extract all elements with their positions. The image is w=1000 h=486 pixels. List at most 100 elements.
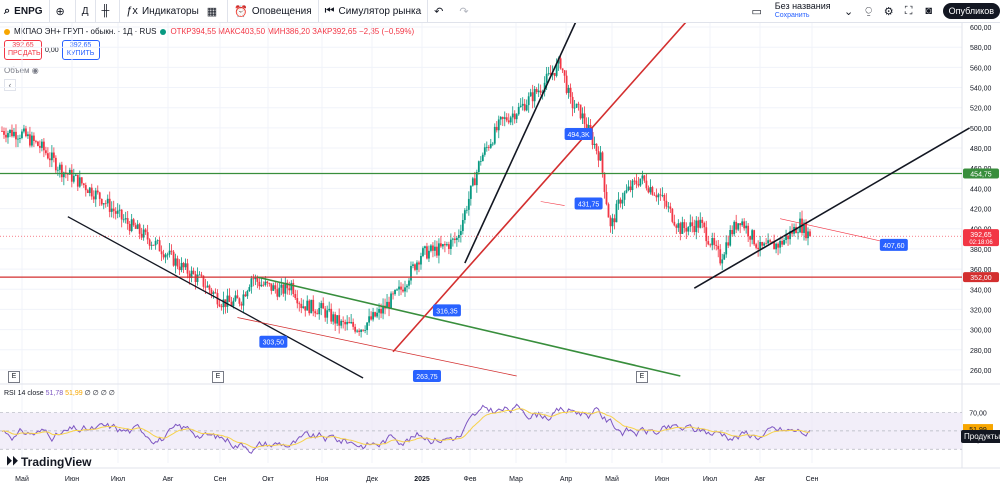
candle-body: [719, 249, 722, 264]
fullscreen-icon[interactable]: ⛶: [904, 4, 913, 17]
trend-line-green[interactable]: [257, 276, 681, 377]
interval-button[interactable]: Д: [76, 0, 96, 22]
candle-body: [394, 289, 396, 295]
earnings-marker[interactable]: E: [8, 371, 20, 383]
candle-body: [82, 183, 85, 186]
publish-button[interactable]: Опубликов: [942, 3, 1000, 19]
buy-button[interactable]: 392,65 КУПИТЬ: [61, 40, 100, 60]
candle-body: [3, 131, 5, 135]
candle-body: [503, 117, 506, 119]
candle-body: [715, 244, 718, 246]
candle-body: [114, 211, 117, 214]
sell-price: 392,65: [12, 42, 34, 49]
undo-button[interactable]: ↶: [428, 0, 453, 22]
candle-body: [733, 221, 736, 235]
undo-icon: ↶: [434, 5, 444, 18]
candle-body: [324, 308, 327, 318]
candle-body: [126, 218, 129, 224]
rsi-title: RSI 14 close: [4, 390, 44, 397]
camera-icon[interactable]: ◙: [925, 5, 932, 17]
candle-body: [601, 152, 604, 173]
candle-body: [501, 116, 504, 119]
tradingview-logo[interactable]: ⏵⏵ TradingView: [6, 454, 91, 469]
candle-body: [52, 152, 55, 158]
price-callout[interactable]: [574, 197, 603, 210]
candle-body: [180, 262, 183, 271]
collapse-legend-icon[interactable]: ‹: [4, 79, 16, 91]
candle-body: [436, 246, 438, 256]
volume-legend[interactable]: Объём ◉: [4, 66, 39, 75]
candle-body: [713, 238, 716, 245]
y-tick-label: 260,00: [970, 368, 992, 375]
candle-body: [246, 291, 249, 297]
candle-body: [292, 282, 295, 295]
symbol-label: ENPG: [14, 5, 43, 17]
trend-line-red[interactable]: [392, 23, 710, 353]
rsi-axis-tag: [963, 407, 993, 418]
candle-body: [278, 287, 281, 297]
last-price-tag: [963, 229, 999, 247]
candle-body: [444, 244, 446, 246]
layout-icon[interactable]: ▭: [751, 5, 762, 18]
candle-body: [308, 300, 311, 314]
chevron-down-icon[interactable]: ⌄: [844, 5, 854, 18]
earnings-marker[interactable]: E: [212, 371, 224, 383]
candle-body: [553, 72, 556, 76]
candle-body: [240, 303, 243, 306]
compare-button[interactable]: ⊕: [50, 0, 76, 22]
redo-icon: ↷: [459, 5, 469, 18]
candle-body: [497, 119, 500, 131]
candle-body: [637, 184, 640, 186]
candle-body: [7, 133, 9, 138]
candle-body: [571, 96, 574, 109]
candle-body: [759, 242, 762, 250]
trend-line-black[interactable]: [67, 216, 364, 379]
candle-body: [134, 225, 137, 229]
candle-body: [340, 320, 343, 326]
sell-button[interactable]: 392,65 ПРОДАТЬ: [4, 40, 42, 60]
candle-body: [352, 322, 355, 327]
symbol-search-button[interactable]: ⌕ ENPG: [0, 0, 50, 22]
candle-body: [368, 316, 370, 323]
eye-icon[interactable]: ◉: [31, 66, 39, 75]
price-callout[interactable]: [879, 238, 908, 251]
candle-body: [789, 231, 791, 240]
projection-line[interactable]: [540, 201, 565, 206]
price-callout[interactable]: [432, 304, 461, 317]
redo-button[interactable]: ↷: [453, 0, 478, 22]
alerts-button[interactable]: ⏰ Оповещения: [228, 0, 319, 22]
plus-circle-icon: ⊕: [55, 5, 65, 18]
candle-body: [102, 203, 105, 205]
trend-line-black[interactable]: [464, 23, 585, 264]
quick-search-icon[interactable]: ⍜: [865, 4, 872, 17]
chart-type-button[interactable]: ╫: [96, 0, 121, 22]
trend-line-red-thin[interactable]: [237, 317, 382, 349]
candle-body: [581, 113, 584, 119]
price-chart[interactable]: 600,00 580,00 560,00 540,00 520,00 500,00 480,…: [0, 23, 1000, 486]
candle-body: [697, 220, 700, 228]
symbol-title[interactable]: МКПАО ЭН+ ГРУП - обыкн. · 1Д · RUS: [14, 27, 157, 36]
candle-body: [461, 220, 464, 232]
candle-body: [328, 308, 331, 311]
candle-body: [276, 289, 279, 297]
projection-line[interactable]: [780, 218, 880, 242]
candle-body: [471, 178, 474, 186]
candle-body: [607, 204, 610, 218]
candle-body: [775, 243, 777, 250]
price-callout[interactable]: [259, 335, 288, 348]
layout-name-button[interactable]: Без названия Сохранить: [767, 2, 839, 20]
trend-line-red-thin[interactable]: [380, 347, 517, 377]
x-tick-label: Июн: [65, 476, 79, 483]
candle-body: [330, 308, 333, 322]
settings-icon[interactable]: ⚙: [883, 5, 894, 18]
candle-body: [214, 292, 217, 294]
earnings-marker[interactable]: E: [636, 371, 648, 383]
candle-body: [743, 221, 746, 229]
price-callout[interactable]: [412, 369, 441, 382]
candle-body: [242, 294, 245, 306]
price-callout[interactable]: [564, 127, 593, 140]
trend-line-black[interactable]: [693, 127, 971, 289]
replay-button[interactable]: ⏮ Симулятор рынка: [319, 0, 429, 22]
indicators-button[interactable]: ƒx Индикаторы ▦: [120, 0, 229, 22]
rsi-legend[interactable]: RSI 14 close 51,78 51,99 ∅ ∅ ∅ ∅: [4, 389, 115, 397]
